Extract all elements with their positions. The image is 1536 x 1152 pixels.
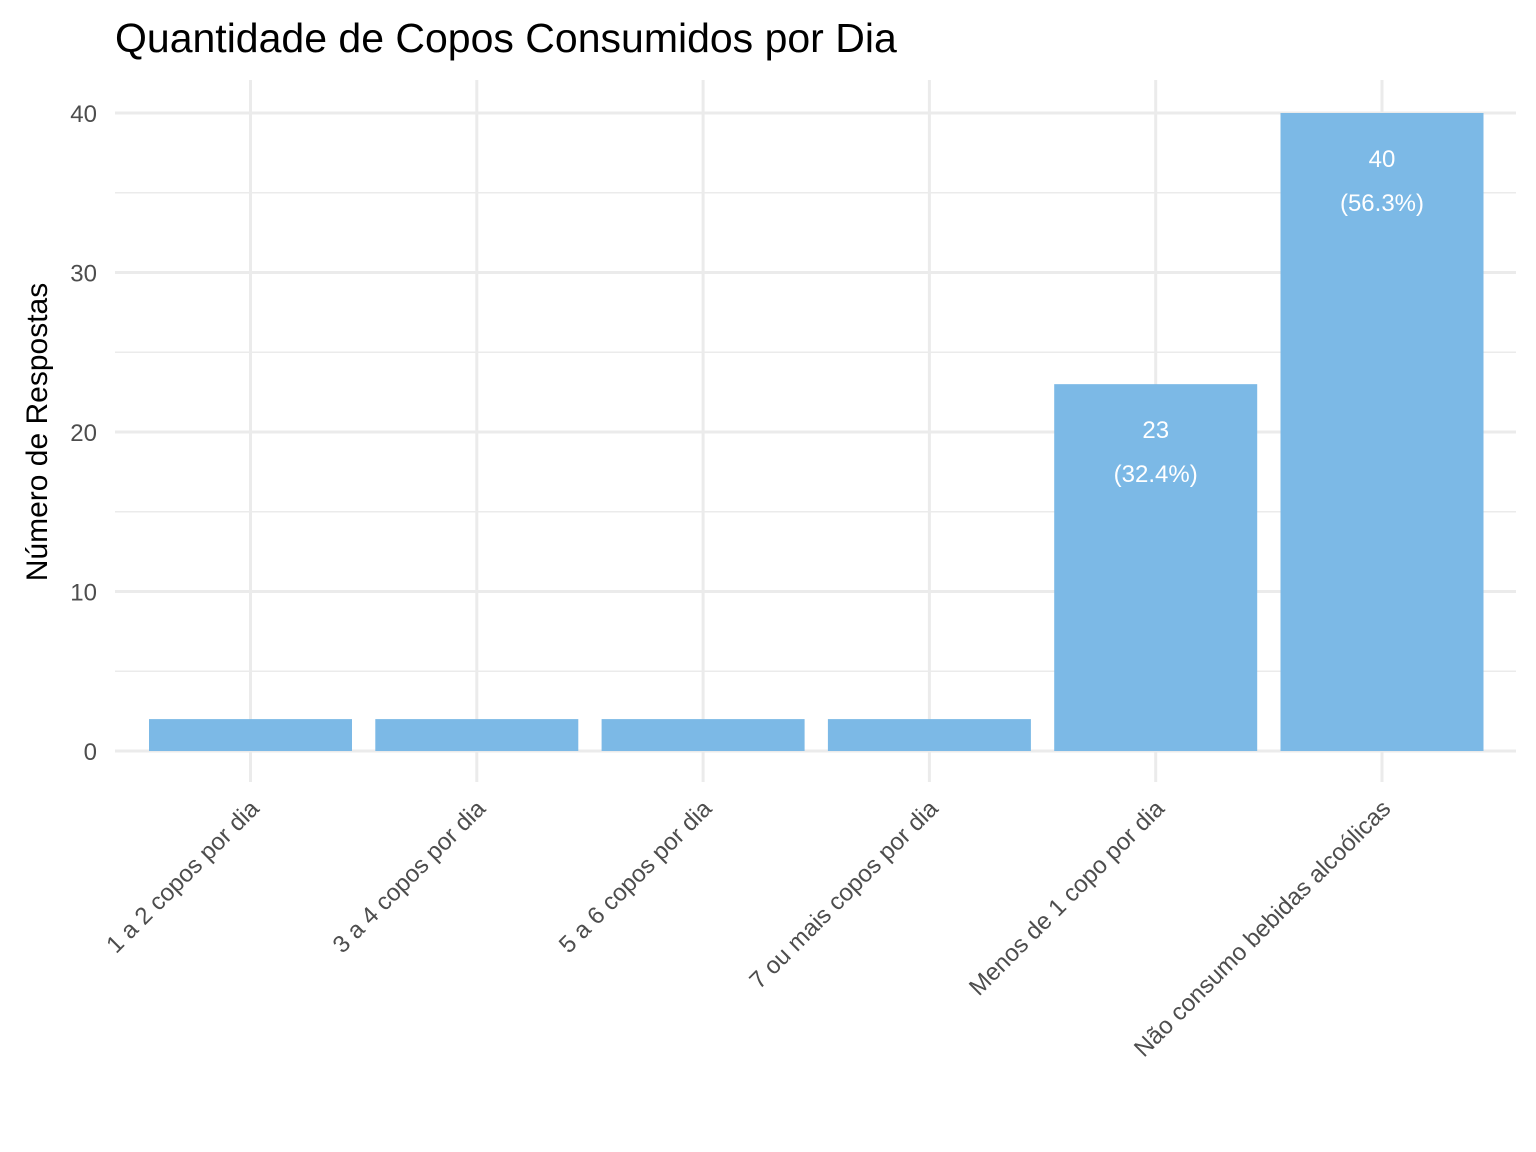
y-axis-ticks: 0 10 20 30 40	[70, 101, 97, 766]
x-tick-label: 3 a 4 copos por dia	[328, 795, 492, 959]
bar-5	[1054, 384, 1258, 751]
bar-labels: 23 (32.4%) 40 (56.3%)	[1114, 146, 1424, 488]
x-tick-label: Menos de 1 copo por dia	[964, 795, 1170, 1001]
bar-percent-label: (56.3%)	[1340, 190, 1424, 217]
bar-6	[1280, 113, 1484, 751]
y-axis-title: Número de Respostas	[21, 283, 54, 581]
bar-2	[375, 719, 579, 751]
x-axis-ticks: 1 a 2 copos por dia 3 a 4 copos por dia 5 …	[101, 795, 1396, 1063]
bar-value-label: 23	[1142, 417, 1169, 444]
y-tick-label: 40	[70, 101, 97, 128]
x-tick-label: 1 a 2 copos por dia	[101, 795, 265, 959]
x-tick-label: Não consumo bebidas alcoólicas	[1129, 795, 1396, 1062]
bars	[149, 113, 1484, 751]
y-tick-label: 20	[70, 420, 97, 447]
bar-4	[827, 719, 1031, 751]
bar-percent-label: (32.4%)	[1114, 461, 1198, 488]
chart-title: Quantidade de Copos Consumidos por Dia	[115, 15, 897, 61]
y-tick-label: 10	[70, 580, 97, 607]
y-tick-label: 30	[70, 261, 97, 288]
bar-3	[601, 719, 805, 751]
y-tick-label: 0	[84, 739, 97, 766]
x-tick-label: 7 ou mais copos por dia	[744, 795, 944, 995]
x-tick-label: 5 a 6 copos por dia	[554, 795, 718, 959]
bar-1	[149, 719, 352, 751]
bar-value-label: 40	[1369, 146, 1396, 173]
